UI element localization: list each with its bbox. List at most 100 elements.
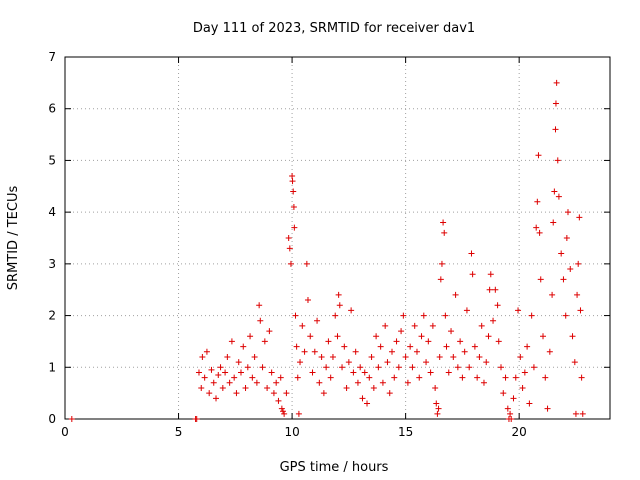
data-point (418, 333, 425, 340)
y-tick-label: 7 (48, 50, 56, 64)
data-point (562, 312, 569, 319)
data-point (437, 276, 444, 283)
data-point (304, 297, 311, 304)
data-point (564, 209, 571, 216)
data-point (384, 359, 391, 366)
data-point (257, 317, 264, 324)
data-point (534, 198, 541, 205)
data-point (345, 359, 352, 366)
y-axis-label: SRMTID / TECUs (6, 186, 21, 291)
data-point (454, 364, 461, 371)
data-point (567, 266, 574, 273)
data-point (504, 405, 511, 412)
data-point (476, 353, 483, 360)
data-point (393, 338, 400, 345)
y-tick-label: 0 (48, 412, 56, 426)
data-point (436, 353, 443, 360)
data-point (563, 235, 570, 241)
data-point (579, 410, 586, 417)
x-tick-label: 15 (398, 425, 413, 439)
y-tick-labels: 0 1 2 3 4 5 6 7 (48, 50, 56, 426)
y-tick-label: 2 (48, 309, 56, 323)
x-tick-label: 0 (61, 425, 69, 439)
data-point (535, 152, 542, 159)
data-point (457, 338, 464, 345)
data-point (364, 400, 371, 407)
data-point (382, 322, 389, 329)
data-point (290, 203, 297, 210)
data-point (544, 405, 551, 412)
data-point (244, 364, 251, 371)
data-point (524, 343, 531, 350)
data-point (373, 333, 380, 340)
data-point (398, 328, 405, 335)
data-point (391, 374, 398, 381)
data-point (452, 291, 459, 298)
data-point (332, 312, 339, 319)
data-point (289, 172, 296, 179)
data-point (314, 317, 321, 324)
data-point (224, 353, 231, 360)
data-point (359, 395, 366, 402)
data-point (352, 348, 359, 355)
data-point (222, 369, 229, 376)
data-point (461, 348, 468, 355)
data-point (266, 328, 273, 335)
data-point (287, 260, 294, 267)
data-point (198, 384, 205, 391)
x-tick-label: 10 (284, 425, 299, 439)
data-points (68, 79, 586, 422)
data-point (226, 379, 233, 386)
data-point (285, 235, 292, 241)
data-point (199, 353, 206, 360)
data-point (327, 374, 334, 381)
plot-frame (64, 56, 611, 420)
data-point (295, 410, 302, 417)
data-point (423, 359, 430, 366)
data-point (443, 343, 450, 350)
data-point (215, 372, 222, 379)
data-point (526, 400, 533, 407)
data-point (343, 384, 350, 391)
y-tick-label: 3 (48, 257, 56, 271)
data-point (492, 286, 499, 293)
data-point (519, 384, 526, 391)
data-point (486, 286, 493, 293)
data-point (350, 369, 357, 376)
data-point (517, 353, 524, 360)
data-point (569, 333, 576, 340)
data-point (273, 379, 280, 386)
data-point (459, 374, 466, 381)
data-point (411, 322, 418, 329)
y-tick-label: 1 (48, 360, 56, 374)
data-point (336, 302, 343, 309)
data-point (574, 291, 581, 298)
data-point (235, 359, 242, 366)
data-point (348, 307, 355, 314)
data-point (206, 390, 213, 397)
data-point (435, 405, 442, 412)
data-point (290, 188, 297, 195)
data-point (507, 410, 514, 417)
data-point (549, 291, 556, 298)
x-tick-labels: 0 5 10 15 20 (61, 425, 527, 439)
data-point (277, 374, 284, 381)
data-point (203, 348, 210, 355)
chart-title: Day 111 of 2023, SRMTID for receiver dav… (193, 21, 475, 36)
data-point (485, 333, 492, 340)
data-point (540, 333, 547, 340)
data-point (275, 397, 282, 404)
data-point (208, 366, 215, 373)
data-point (502, 374, 509, 381)
data-point (578, 374, 585, 381)
data-point (334, 333, 341, 340)
data-point (292, 312, 299, 319)
data-point (508, 416, 515, 422)
data-point (268, 369, 275, 376)
data-point (404, 379, 411, 386)
data-point (471, 343, 478, 350)
data-point (303, 260, 310, 267)
data-point (377, 343, 384, 350)
